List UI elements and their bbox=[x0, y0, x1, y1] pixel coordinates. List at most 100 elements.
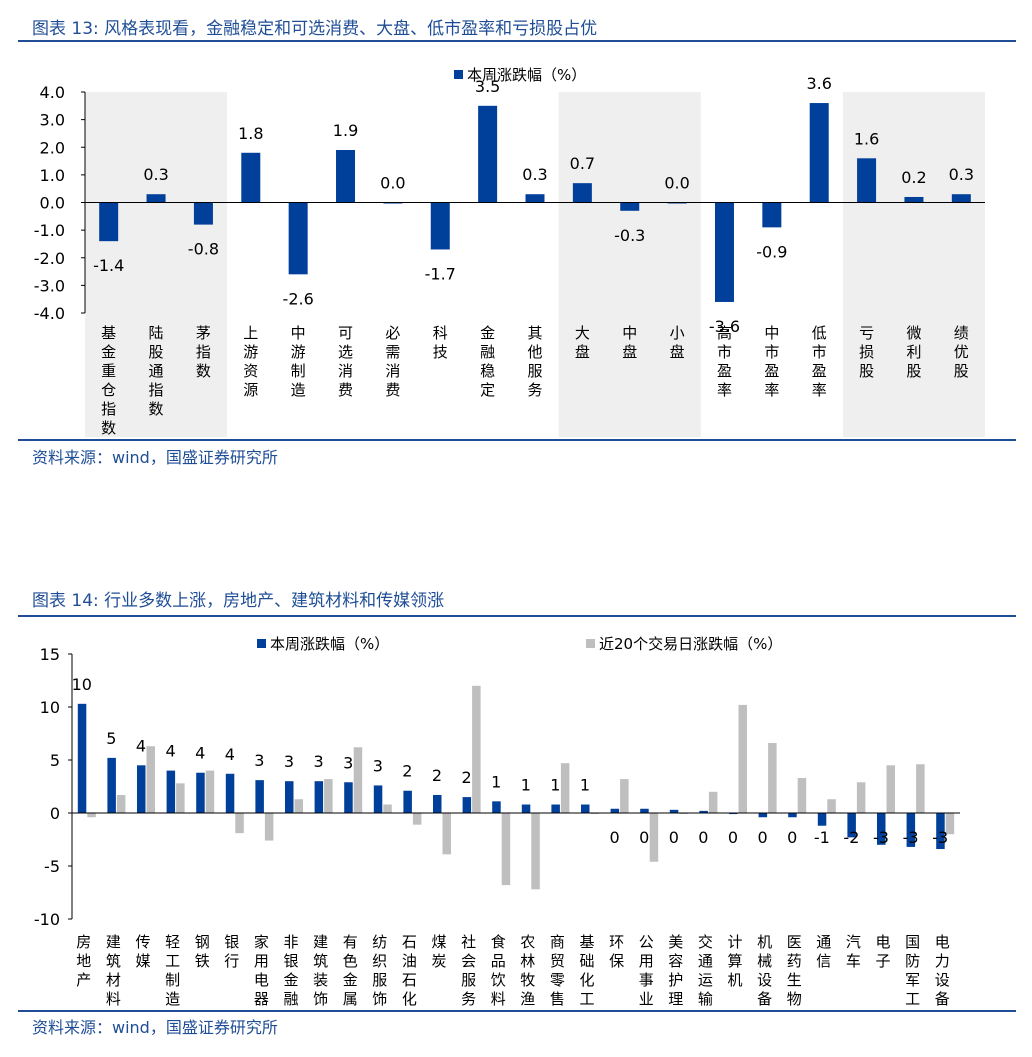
chart14-bar-20day-0 bbox=[87, 813, 96, 818]
chart13-category-label: 基金重仓指数 bbox=[101, 324, 116, 437]
chart13-bar-17 bbox=[904, 196, 924, 203]
chart13-category-label: 茅指数 bbox=[196, 324, 211, 380]
chart14-bar-20day-27 bbox=[886, 765, 895, 813]
chart13-bar-5 bbox=[336, 150, 356, 203]
chart13-data-label: 1.8 bbox=[238, 124, 263, 143]
chart13-ytick-label: 1.0 bbox=[40, 166, 65, 185]
chart14-category-label: 电子 bbox=[875, 933, 890, 970]
chart14-bar-20day-28 bbox=[916, 764, 925, 813]
chart13-category-label: 必需消费 bbox=[385, 324, 400, 399]
chart13-ytick-label: -2.0 bbox=[34, 249, 65, 268]
chart14-bar-weekly-19 bbox=[640, 808, 649, 813]
chart13-category-label: 金融稳定 bbox=[480, 324, 495, 399]
chart14-title: 图表 14: 行业多数上涨，房地产、建筑材料和传媒领涨 bbox=[32, 591, 445, 611]
chart14-bar-20day-11 bbox=[412, 813, 422, 825]
chart13-category-label: 绩优股 bbox=[954, 324, 969, 380]
chart14-bar-20day-29 bbox=[945, 813, 955, 835]
chart13-bar-2 bbox=[193, 202, 213, 225]
chart14-bar-20day-6 bbox=[264, 813, 274, 841]
chart14-bar-20day-13 bbox=[472, 685, 481, 813]
chart13-bar-7 bbox=[430, 202, 450, 250]
chart14-bar-weekly-20 bbox=[669, 809, 679, 813]
chart14-bar-20day-15 bbox=[531, 813, 540, 890]
chart14-bar-20day-8 bbox=[324, 779, 333, 813]
chart14-data-label: 3 bbox=[254, 751, 264, 770]
chart14-legend-swatch-weekly bbox=[257, 639, 266, 648]
chart14-bar-weekly-3 bbox=[166, 770, 176, 813]
chart13-category-label: 其他服务 bbox=[527, 324, 542, 399]
chart14-data-label: 10 bbox=[72, 675, 92, 694]
chart13-bar-4 bbox=[288, 202, 308, 275]
chart14-bar-weekly-18 bbox=[610, 808, 620, 813]
chart14-category-label: 食品饮料 bbox=[491, 933, 506, 1008]
chart14-data-label: 0 bbox=[669, 828, 679, 847]
chart14-category-label: 电力设备 bbox=[935, 933, 950, 1008]
chart14-legend-label-weekly: 本周涨跌幅（%） bbox=[270, 635, 389, 653]
chart14-data-label: 4 bbox=[225, 745, 235, 764]
chart14-bar-20day-16 bbox=[560, 763, 570, 813]
chart13-category-label: 大盘 bbox=[575, 324, 590, 361]
chart14-data-label: -3 bbox=[932, 828, 948, 847]
chart13-bar-11 bbox=[620, 202, 640, 211]
chart13-data-label: 1.9 bbox=[333, 121, 358, 140]
chart13-category-label: 中游制造 bbox=[291, 324, 306, 399]
chart13-bottom-rule bbox=[18, 439, 1016, 441]
chart14-category-label: 商贸零售 bbox=[550, 933, 565, 1008]
chart13-category-label: 陆股通指数 bbox=[149, 324, 164, 418]
chart14-bar-weekly-15 bbox=[521, 804, 531, 813]
chart13-source: 资料来源：wind，国盛证券研究所 bbox=[32, 448, 278, 467]
chart14-bar-20day-7 bbox=[294, 799, 303, 813]
chart13-bar-16 bbox=[857, 158, 877, 203]
chart13-ytick-label: 2.0 bbox=[40, 138, 65, 157]
chart14-bar-weekly-14 bbox=[492, 801, 501, 813]
chart14-ytick-label: 5 bbox=[50, 751, 60, 770]
chart14-ytick-label: 10 bbox=[40, 698, 60, 717]
chart14-data-label: -3 bbox=[903, 828, 919, 847]
chart14-bar-20day-3 bbox=[176, 783, 185, 813]
chart14-category-label: 汽车 bbox=[846, 933, 861, 970]
chart14-category-label: 传媒 bbox=[135, 933, 150, 970]
chart13-category-label: 亏损股 bbox=[859, 324, 874, 380]
chart13-data-label: 0.0 bbox=[664, 174, 689, 193]
chart14-category-label: 家用电器 bbox=[254, 933, 269, 1008]
chart14-category-label: 机械设备 bbox=[757, 933, 772, 1008]
chart14-data-label: 3 bbox=[373, 756, 383, 775]
chart13-category-label: 小盘 bbox=[670, 324, 685, 361]
chart14-category-label: 纺织服饰 bbox=[372, 933, 387, 1008]
chart14-bar-20day-9 bbox=[353, 747, 363, 813]
chart13-data-label: 0.7 bbox=[570, 154, 595, 173]
chart13-category-label: 高市盈率 bbox=[717, 324, 732, 399]
chart13-bar-10 bbox=[572, 183, 592, 203]
chart14-data-label: 1 bbox=[580, 776, 590, 795]
chart13-legend-label: 本周涨跌幅（%） bbox=[467, 66, 586, 84]
chart13-bar-0 bbox=[99, 202, 119, 242]
chart14-bar-20day-19 bbox=[649, 813, 659, 862]
chart14-bar-20day-2 bbox=[146, 746, 155, 813]
chart14-bar-weekly-28 bbox=[906, 813, 916, 847]
chart13-bar-1 bbox=[146, 194, 166, 203]
chart13-shade-group-0 bbox=[85, 92, 228, 437]
chart13-shade-group-1 bbox=[558, 92, 701, 437]
chart14-category-label: 基础化工 bbox=[579, 933, 594, 1008]
chart14-data-label: 2 bbox=[402, 762, 412, 781]
chart14-category-label: 银行 bbox=[224, 933, 239, 970]
chart13-data-label: 3.5 bbox=[475, 77, 500, 96]
chart14-bar-weekly-0 bbox=[77, 703, 87, 813]
chart13-category-label: 中市盈率 bbox=[764, 324, 779, 399]
chart14-bar-20day-26 bbox=[856, 782, 866, 813]
chart13-data-label: -1.7 bbox=[425, 264, 456, 283]
chart14-data-label: 4 bbox=[195, 744, 205, 763]
chart14-bar-weekly-9 bbox=[344, 782, 353, 813]
chart14-ytick-label: -10 bbox=[34, 910, 60, 929]
chart14-bar-weekly-22 bbox=[729, 813, 738, 815]
chart14-bar-weekly-7 bbox=[285, 781, 294, 813]
chart13-data-label: 3.6 bbox=[806, 74, 831, 93]
chart14-bar-weekly-11 bbox=[403, 790, 412, 813]
chart14-category-label: 环保 bbox=[609, 933, 624, 970]
chart14-top-rule bbox=[18, 615, 1016, 617]
chart13-bar-18 bbox=[951, 194, 971, 203]
chart13-data-label: -2.6 bbox=[283, 289, 314, 308]
chart14-bar-weekly-21 bbox=[699, 810, 708, 813]
chart13-bar-8 bbox=[478, 105, 498, 203]
chart13-plot: 4.0 3.0 2.0 1.0 0.0 -1.0 -2.0 -3.0 -4.0 -1.4 基金重仓指… bbox=[34, 66, 985, 437]
